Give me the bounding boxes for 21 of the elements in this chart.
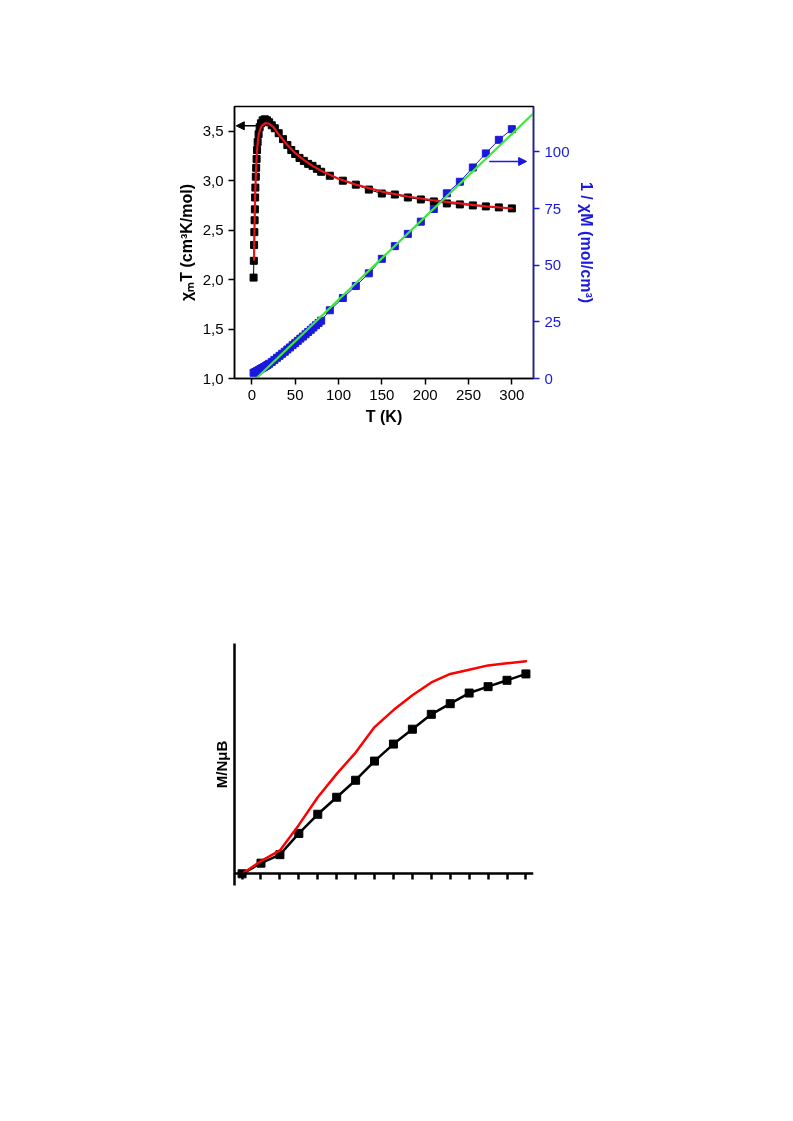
y-tick-label: 3,5 — [202, 122, 224, 140]
y-tick-label: 2,5 — [202, 221, 224, 239]
y2-tick-label: 25 — [544, 312, 562, 330]
y-tick-label: 1,0 — [202, 369, 224, 387]
y2-tick-label: 75 — [544, 199, 562, 217]
y-tick-label: 2,0 — [202, 270, 224, 288]
x-tick-label: 100 — [325, 385, 352, 403]
x-tick-label: 200 — [412, 385, 438, 403]
y2-axis-title: 1 / χM (mol/cm³) — [577, 181, 595, 304]
y2-tick-label: 0 — [544, 369, 553, 387]
x-tick-label: 50 — [286, 385, 304, 403]
y2-tick-label: 100 — [544, 142, 570, 160]
y-tick-label: 1,5 — [202, 320, 224, 338]
x-tick-label: 300 — [499, 385, 525, 403]
y2-tick-label: 50 — [544, 256, 562, 274]
x-tick-label: 250 — [455, 385, 482, 403]
x-tick-label: 150 — [369, 385, 395, 403]
x-axis-title: T (K) — [365, 407, 403, 425]
y-axis-title: χₘT (cm³K/mol) — [177, 184, 195, 301]
y-tick-label: 3,0 — [202, 171, 224, 189]
x-tick-label: 0 — [247, 385, 257, 403]
